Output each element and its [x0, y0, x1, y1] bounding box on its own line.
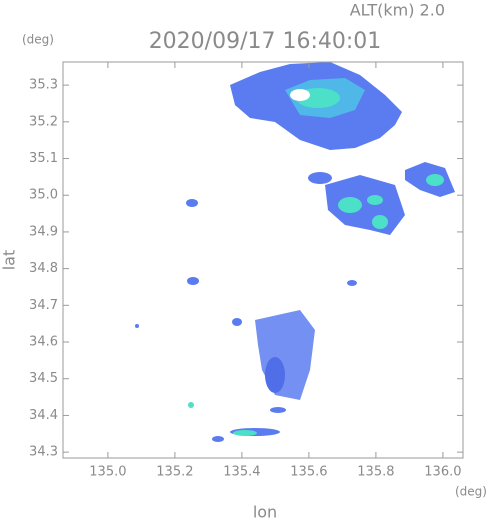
radar-echoes [135, 62, 455, 442]
x-unit: (deg) [455, 485, 487, 499]
echo [187, 277, 199, 285]
echo [188, 402, 194, 408]
plot-frame [62, 61, 464, 459]
y-axis-label: lat [0, 250, 19, 271]
x-tick-label: 135.0 [89, 465, 126, 480]
echo [186, 199, 198, 207]
x-tick-label: 135.4 [223, 465, 260, 480]
echo [232, 318, 242, 326]
y-tick-label: 34.5 [29, 371, 58, 386]
echo [308, 172, 332, 184]
echo [338, 197, 362, 213]
echo [255, 310, 315, 400]
y-tick-label: 34.3 [29, 445, 58, 460]
echo [367, 195, 383, 205]
echo-gap [290, 89, 310, 101]
y-tick-label: 35.2 [29, 114, 58, 129]
x-tick-label: 135.6 [290, 465, 327, 480]
y-tick-label: 34.6 [29, 335, 58, 350]
y-unit: (deg) [22, 33, 54, 47]
x-tick-label: 135.2 [156, 465, 193, 480]
y-tick-label: 34.4 [29, 408, 58, 423]
altitude: ALT(km) 2.0 [350, 1, 445, 20]
y-tick-label: 35.1 [29, 151, 58, 166]
y-tick-label: 35.3 [29, 78, 58, 93]
echo [212, 436, 224, 442]
echo [265, 357, 285, 393]
y-tick-label: 34.8 [29, 261, 58, 276]
y-tick-label: 34.9 [29, 224, 58, 239]
x-tick-label: 136.0 [424, 465, 461, 480]
echo [135, 324, 139, 328]
chart-title: 2020/09/17 16:40:01 [149, 29, 382, 54]
y-tick-label: 35.0 [29, 188, 58, 203]
echo [372, 215, 388, 229]
echo [233, 430, 257, 436]
echo [325, 175, 405, 235]
x-tick-label: 135.8 [357, 465, 394, 480]
echo [426, 174, 444, 186]
x-axis-label: lon [253, 503, 277, 521]
echo [347, 280, 357, 286]
echo [270, 407, 286, 413]
y-tick-label: 34.7 [29, 298, 58, 313]
